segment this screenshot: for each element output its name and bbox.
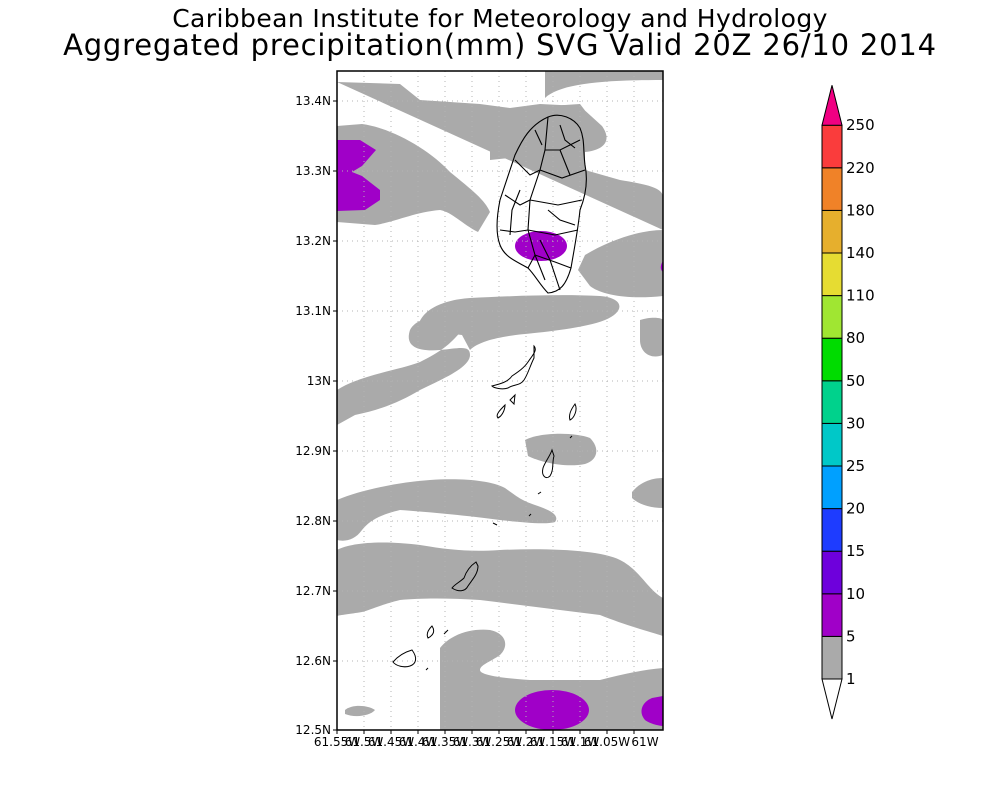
grenadines-islands: [392, 344, 577, 671]
colorbar-level-label: 20: [846, 500, 865, 518]
colorbar-segment: [821, 465, 843, 510]
lat-tick-label: 13.2N: [295, 234, 331, 248]
colorbar-low-arrow: [821, 678, 843, 720]
colorbar-level-label: 10: [846, 585, 865, 603]
lon-tick-label: 61W: [631, 735, 658, 749]
lon-tick-label: 61.25W: [476, 735, 522, 749]
lon-tick-label: 61.15W: [530, 735, 576, 749]
lon-tick-label: 61.35W: [422, 735, 468, 749]
latitude-axis: 13.4N 13.3N 13.2N 13.1N 13N 12.9N 12.8N …: [295, 94, 337, 737]
lat-tick-label: 12.9N: [295, 444, 331, 458]
colorbar-segment: [821, 209, 843, 254]
colorbar-level-label: 5: [846, 627, 856, 645]
colorbar-segment: [821, 422, 843, 467]
map-title: Aggregated precipitation(mm) SVG Valid 2…: [63, 28, 937, 62]
map-frame: [336, 70, 664, 731]
colorbar-segment: [821, 167, 843, 211]
lat-tick-label: 12.7N: [295, 584, 331, 598]
colorbar-high-arrow: [821, 85, 843, 126]
longitude-axis: 61.55W 61.5W 61.45W 61.4W 61.35W 61.3W 6…: [314, 730, 659, 749]
lat-tick-label: 13N: [307, 374, 331, 388]
st-vincent-island: [496, 114, 587, 294]
colorbar-level-label: 110: [846, 287, 875, 305]
colorbar-level-label: 15: [846, 542, 865, 560]
lat-tick-label: 13.4N: [295, 94, 331, 108]
colorbar-segment: [821, 337, 843, 382]
lon-tick-label: 61.5W: [345, 735, 384, 749]
colorbar-segment: [821, 124, 843, 169]
lon-tick-label: 61.2W: [507, 735, 546, 749]
colorbar-level-label: 140: [846, 244, 875, 262]
colorbar-level-label: 80: [846, 329, 865, 347]
colorbar-level-label: 250: [846, 116, 875, 134]
lat-tick-label: 12.5N: [295, 723, 331, 737]
colorbar-level-label: 30: [846, 414, 865, 432]
lon-tick-label: 61.05W: [584, 735, 630, 749]
colorbar-level-label: 50: [846, 372, 865, 390]
colorbar-segment: [821, 550, 843, 595]
institute-title: Caribbean Institute for Meteorology and …: [172, 4, 828, 33]
lat-tick-label: 12.8N: [295, 514, 331, 528]
colorbar-segment: [821, 295, 843, 339]
colorbar-segment: [821, 635, 843, 680]
colorbar-segment: [821, 252, 843, 297]
precip-5-10mm-areas: [337, 140, 663, 730]
lon-tick-label: 61.55W: [314, 735, 360, 749]
lon-tick-label: 61.1W: [561, 735, 600, 749]
colorbar-segment: [821, 508, 843, 552]
map-plot-area: [337, 71, 663, 730]
colorbar-segment: [821, 593, 843, 637]
lon-tick-label: 61.45W: [368, 735, 414, 749]
colorbar-level-label: 180: [846, 201, 875, 219]
colorbar-level-label: 1: [846, 670, 856, 688]
lat-tick-label: 13.3N: [295, 164, 331, 178]
lat-tick-label: 13.1N: [295, 304, 331, 318]
lat-tick-label: 12.6N: [295, 654, 331, 668]
colorbar-level-label: 220: [846, 159, 875, 177]
colorbar-segment: [821, 380, 843, 424]
lon-tick-label: 61.4W: [399, 735, 438, 749]
colorbar-level-label: 25: [846, 457, 865, 475]
lon-tick-label: 61.3W: [453, 735, 492, 749]
